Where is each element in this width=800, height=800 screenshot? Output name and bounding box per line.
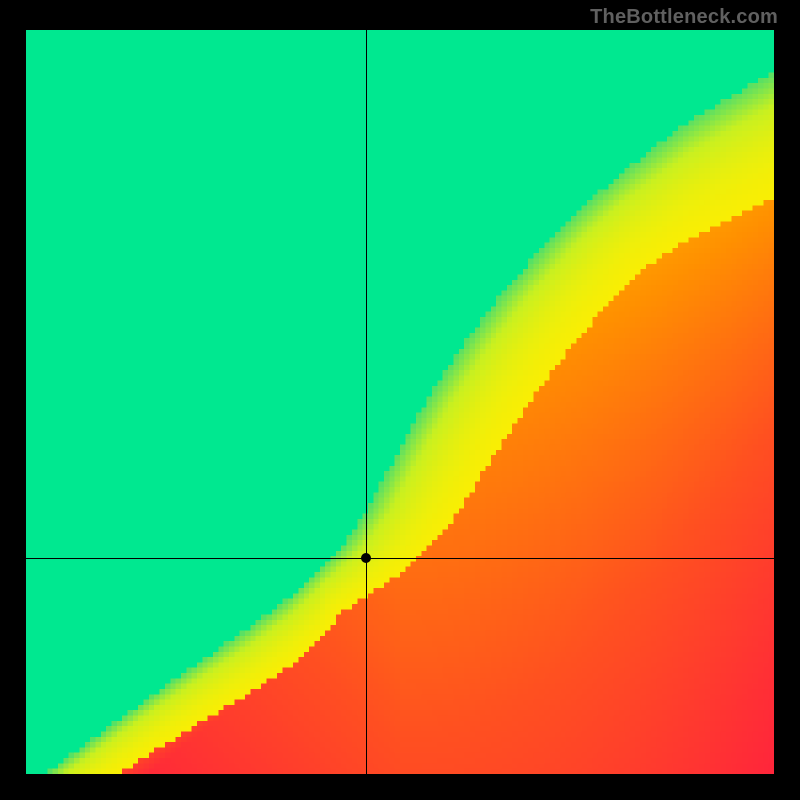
plot-area (26, 30, 774, 774)
watermark-text: TheBottleneck.com (590, 6, 778, 29)
chart-container: TheBottleneck.com (0, 0, 800, 800)
crosshair-horizontal (26, 558, 774, 559)
crosshair-vertical (366, 30, 367, 774)
crosshair-marker (361, 553, 371, 563)
heatmap-canvas (26, 30, 774, 774)
